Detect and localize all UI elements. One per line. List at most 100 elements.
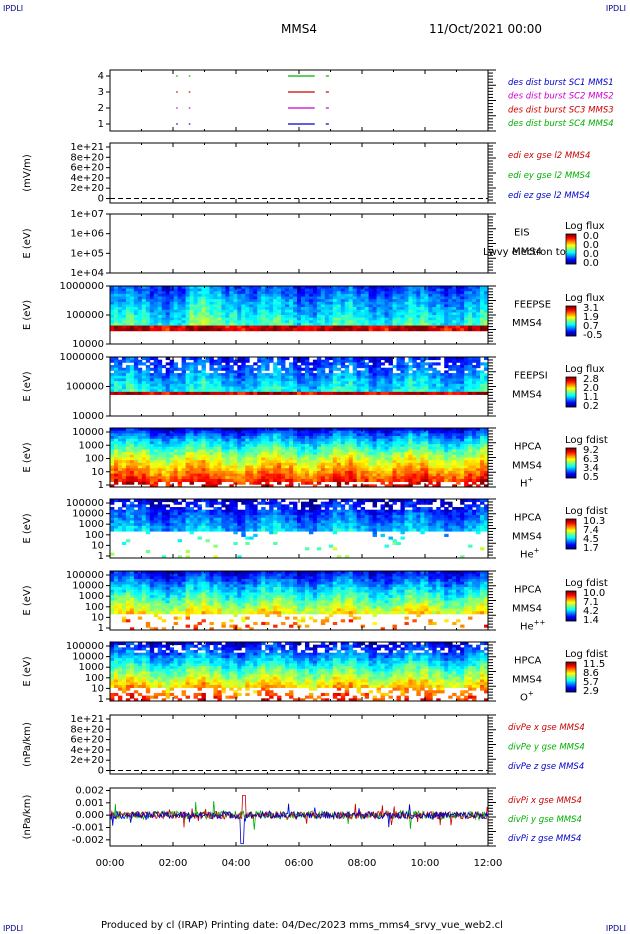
edi-panel-ytick-label: 6e+20 (70, 163, 104, 174)
divpe-panel-legend-entry: divPe z gse MMS4 (508, 762, 584, 772)
spacecraft-title: MMS4 (281, 22, 317, 36)
divpi-panel-legend-entry: divPi x gse MMS4 (508, 796, 582, 806)
feeps-e-panel-colorbar-tick: -0.5 (583, 330, 603, 341)
hpca-o-panel-ylabel: E (eV) (22, 656, 33, 686)
feeps-i-panel-side-label: MMS4 (512, 390, 542, 401)
divpi-panel-ytick-label: 0.001 (75, 798, 104, 809)
hpca-o-panel-colorbar-title: Log fdist (565, 649, 608, 660)
eis-panel-colorbar-tick: 0.0 (583, 249, 599, 260)
hpca-o-panel-ytick-label: 1 (98, 694, 104, 705)
x-axis-tick-label: 04:00 (222, 858, 251, 869)
hpca-o-panel-side-label: HPCA (514, 656, 542, 667)
hpca-o-panel-colorbar (566, 662, 576, 693)
corner-label-top-right: IPDLI (605, 4, 626, 13)
feeps-e-panel-ytick-label: 100000 (66, 310, 104, 321)
hpca-he2-panel-ytick-label: 10 (91, 612, 104, 623)
availability-panel-legend-entry: des dist burst SC1 MMS1 (508, 78, 614, 88)
eis-panel-colorbar-title: Log flux (565, 221, 605, 232)
hpca-h-panel-colorbar-tick: 0.5 (583, 472, 599, 483)
corner-label-top-left: IPDLI (3, 4, 24, 13)
hpca-he-panel-ylabel: E (eV) (22, 513, 33, 543)
edi-panel-ytick-label: 0 (98, 194, 104, 205)
hpca-he2-panel-ylabel: E (eV) (22, 585, 33, 615)
divpe-panel-ytick-label: 6e+20 (70, 735, 104, 746)
feeps-e-panel-ytick-label: 1000000 (59, 281, 104, 292)
hpca-he2-panel-species-label: He++ (520, 618, 546, 632)
availability-panel-ytick-label: 2 (98, 103, 104, 114)
feeps-e-panel-side-label: MMS4 (512, 318, 542, 329)
divpe-panel-frame (109, 714, 489, 775)
hpca-h-panel-spectrogram (110, 428, 489, 488)
hpca-o-panel-ytick-label: 1000 (79, 662, 104, 673)
feeps-e-panel-colorbar-tick: 1.9 (583, 312, 599, 323)
hpca-he-panel-ytick-label: 10 (91, 540, 104, 551)
edi-panel-ytick-label: 1e+21 (70, 142, 104, 153)
hpca-h-panel-ylabel: E (eV) (22, 442, 33, 472)
feeps-i-panel-ylabel: E (eV) (22, 371, 33, 401)
hpca-he2-panel-colorbar-tick: 4.2 (583, 606, 599, 617)
hpca-he-panel-colorbar-tick: 7.4 (583, 525, 599, 536)
hpca-h-panel-colorbar-tick: 3.4 (583, 463, 599, 474)
hpca-he2-panel-colorbar-frame (565, 590, 577, 622)
hpca-o-panel-colorbar-tick: 11.5 (583, 659, 605, 670)
hpca-h-panel-species-label: H+ (520, 475, 534, 489)
availability-panel-ytick-label: 4 (98, 71, 104, 82)
feeps-e-panel-spectrogram (110, 286, 489, 332)
eis-panel-ytick-label: 1e+07 (70, 209, 104, 220)
hpca-o-panel-spectrogram (110, 642, 489, 702)
eis-panel-ytick-label: 1e+05 (70, 248, 104, 259)
divpi-panel-ytick-label: 0.000 (75, 810, 104, 821)
hpca-he-panel-colorbar-tick: 10.3 (583, 516, 605, 527)
hpca-he2-panel-ytick-label: 1 (98, 623, 104, 634)
eis-panel-colorbar-tick: 0.0 (583, 231, 599, 242)
hpca-h-panel-colorbar-tick: 9.2 (583, 445, 599, 456)
feeps-i-panel-side-label: FEEPSI (514, 371, 548, 382)
hpca-he-panel-spectrogram (110, 499, 489, 559)
hpca-h-panel-ytick-label: 10000 (72, 427, 104, 438)
corner-label-bottom-left: IPDLI (3, 924, 24, 933)
divpi-panel-legend-entry: divPi y gse MMS4 (508, 815, 582, 825)
hpca-he2-panel-colorbar-tick: 10.0 (583, 588, 605, 599)
hpca-he-panel-ytick-label: 100 (85, 530, 104, 541)
date-title: 11/Oct/2021 00:00 (429, 22, 543, 36)
feeps-e-panel-colorbar (566, 306, 576, 337)
eis-panel-colorbar-tick: 0.0 (583, 258, 599, 269)
eis-panel-ylabel: E (eV) (22, 228, 33, 258)
hpca-he-panel-ytick-label: 10000 (72, 509, 104, 520)
hpca-he-panel-ytick-label: 100000 (66, 498, 104, 509)
feeps-i-panel-colorbar-title: Log flux (565, 364, 605, 375)
edi-panel-ytick-label: 2e+20 (70, 183, 104, 194)
hpca-h-panel-side-label: MMS4 (512, 461, 542, 472)
divpi-panel-ylabel: (nPa/km) (22, 795, 33, 840)
feeps-i-panel-ytick-label: 100000 (66, 382, 104, 393)
divpi-panel-ytick-label: 0.002 (75, 785, 104, 796)
hpca-he-panel-colorbar-title: Log fdist (565, 506, 608, 517)
eis-panel-colorbar-tick: 0.0 (583, 240, 599, 251)
x-axis-tick-label: 10:00 (411, 858, 440, 869)
hpca-he-panel-species-label: He+ (520, 546, 540, 560)
eis-panel-frame (109, 213, 489, 274)
edi-panel-legend-entry: edi ez gse l2 MMS4 (508, 191, 590, 201)
hpca-he-panel-ytick-label: 1 (98, 551, 104, 562)
eis-panel-side-label: EIS (514, 228, 530, 239)
divpe-panel-ylabel: (nPa/km) (22, 722, 33, 767)
divpe-panel-ytick-label: 1e+21 (70, 714, 104, 725)
edi-panel-legend-entry: edi ey gse l2 MMS4 (508, 171, 590, 181)
edi-panel-legend-entry: edi ex gse l2 MMS4 (508, 151, 590, 161)
eis-panel-side-label: MMS4 (512, 247, 542, 258)
hpca-he2-panel-colorbar (566, 591, 576, 622)
eis-panel-colorbar-frame (565, 233, 577, 265)
hpca-he2-panel-ytick-label: 100000 (66, 570, 104, 581)
hpca-he-panel-side-label: MMS4 (512, 532, 542, 543)
footer-credits: Produced by cl (IRAP) Printing date: 04/… (101, 920, 503, 931)
hpca-o-panel-ytick-label: 100 (85, 673, 104, 684)
feeps-i-panel-spectrogram (110, 357, 489, 395)
edi-panel-ytick-label: 8e+20 (70, 152, 104, 163)
hpca-he-panel-colorbar (566, 519, 576, 550)
hpca-o-panel-ytick-label: 10000 (72, 652, 104, 663)
hpca-h-panel-colorbar (566, 448, 576, 479)
hpca-he2-panel-ytick-label: 1000 (79, 591, 104, 602)
hpca-h-panel-colorbar-frame (565, 447, 577, 479)
hpca-h-panel-side-label: HPCA (514, 442, 542, 453)
availability-panel-ytick-label: 3 (98, 87, 104, 98)
